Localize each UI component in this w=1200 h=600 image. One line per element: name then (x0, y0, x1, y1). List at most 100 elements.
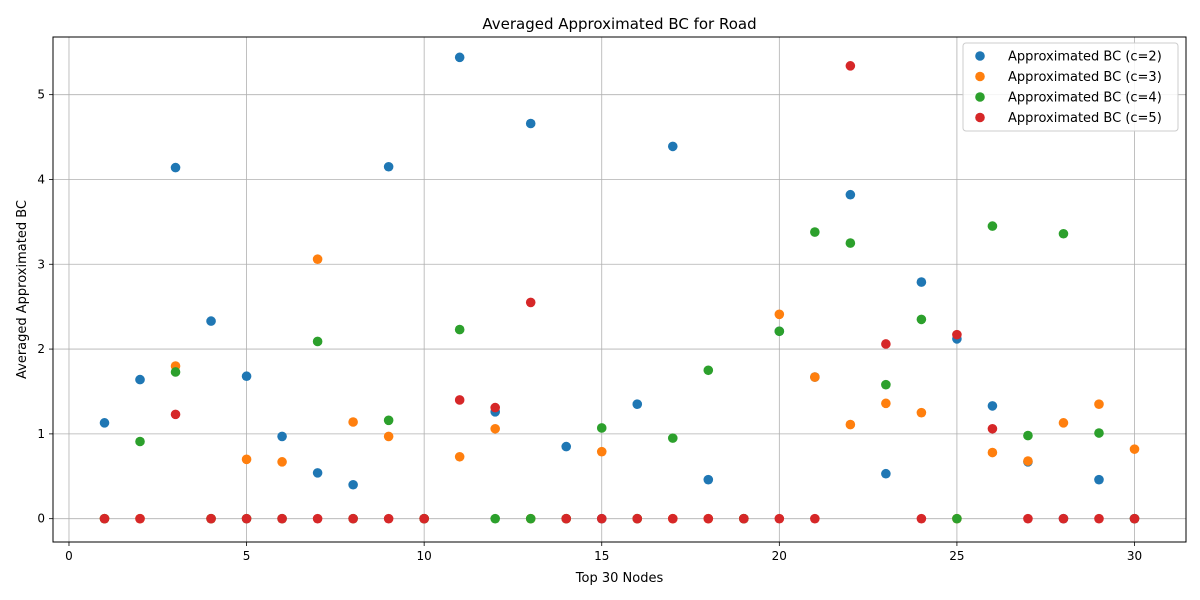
x-tick-label: 5 (243, 549, 251, 563)
legend-box (962, 42, 1179, 132)
data-point (1058, 228, 1069, 239)
data-point (561, 441, 572, 452)
data-point (490, 423, 500, 434)
x-axis-ticks: 0 5 10 15 20 25 30 (65, 542, 1142, 563)
data-point (99, 418, 110, 428)
data-point (525, 513, 536, 524)
data-point (739, 513, 749, 524)
data-point (1129, 444, 1140, 454)
data-point (383, 431, 394, 442)
data-point (241, 371, 252, 382)
data-point (241, 454, 252, 465)
data-point (596, 513, 607, 524)
legend-label: Approximated BC (c=2) (1008, 50, 1162, 65)
data-point (774, 309, 785, 320)
data-point (596, 423, 607, 433)
data-point (561, 513, 572, 524)
data-point (312, 336, 323, 347)
data-point (881, 379, 891, 390)
x-axis-label: Top 30 Nodes (575, 571, 664, 586)
data-point (1094, 399, 1104, 409)
data-point (454, 52, 465, 63)
x-tick-label: 15 (594, 549, 609, 563)
data-point (916, 513, 927, 524)
data-point (845, 238, 856, 248)
data-point (135, 436, 145, 447)
data-point (703, 474, 714, 485)
chart-title: Averaged Approximated BC for Road (482, 15, 756, 33)
data-point (454, 324, 465, 335)
data-point (845, 189, 856, 200)
data-point (170, 409, 181, 420)
data-point (987, 221, 998, 231)
data-point (1129, 513, 1140, 524)
data-point (1058, 418, 1069, 428)
data-point (810, 227, 820, 237)
x-tick-label: 20 (772, 549, 787, 563)
data-point (170, 162, 181, 173)
data-point (206, 513, 216, 524)
data-point (1058, 513, 1069, 524)
data-point (952, 513, 962, 524)
data-point (241, 513, 252, 524)
data-point (881, 398, 891, 409)
data-point (1023, 430, 1033, 441)
data-point (916, 277, 927, 287)
data-point (596, 446, 607, 457)
data-point (348, 479, 358, 490)
y-axis-ticks: 0 1 2 3 4 5 (37, 88, 53, 526)
data-point (99, 513, 110, 524)
legend-marker (975, 112, 985, 123)
data-point (774, 513, 785, 524)
legend-marker (975, 71, 985, 82)
legend-label: Approximated BC (c=5) (1008, 111, 1162, 126)
data-point (845, 419, 856, 430)
data-point (277, 457, 287, 467)
data-point (1094, 428, 1104, 438)
data-point (135, 374, 145, 385)
legend-marker (975, 92, 985, 102)
data-point (632, 513, 643, 524)
plot-frame (52, 36, 1187, 543)
data-point (703, 513, 714, 524)
data-point (987, 401, 998, 411)
x-tick-label: 0 (65, 549, 73, 563)
data-point (916, 314, 927, 325)
data-point (454, 451, 465, 462)
data-point (1023, 513, 1033, 524)
legend-marker (975, 51, 985, 61)
data-point (277, 513, 287, 524)
y-tick-label: 0 (37, 512, 45, 526)
data-point (987, 423, 998, 434)
data-point (383, 161, 394, 172)
legend-label: Approximated BC (c=3) (1008, 70, 1162, 85)
y-tick-label: 1 (37, 427, 45, 441)
series-4 (99, 61, 1140, 524)
y-tick-label: 5 (37, 88, 45, 102)
x-tick-label: 25 (949, 549, 964, 563)
data-point (312, 254, 323, 264)
data-point (525, 297, 536, 308)
data-point (667, 513, 678, 524)
data-point (490, 402, 500, 413)
data-point (987, 447, 998, 458)
data-point (952, 329, 962, 340)
data-point (525, 118, 536, 129)
x-tick-label: 30 (1127, 549, 1142, 563)
legend-label: Approximated BC (c=4) (1008, 91, 1162, 106)
legend: Approximated BC (c=2) Approximated BC (c=… (962, 42, 1179, 132)
data-point (383, 415, 394, 426)
y-tick-label: 3 (37, 257, 45, 271)
y-tick-label: 4 (37, 172, 45, 186)
data-point (667, 433, 678, 443)
data-point (348, 513, 358, 524)
data-point (1094, 474, 1104, 485)
data-point (703, 365, 714, 376)
data-point (845, 61, 856, 71)
x-tick-label: 10 (417, 549, 432, 563)
data-point (135, 513, 145, 524)
data-point (454, 395, 465, 405)
data-point (810, 513, 820, 524)
data-point (1023, 456, 1033, 466)
